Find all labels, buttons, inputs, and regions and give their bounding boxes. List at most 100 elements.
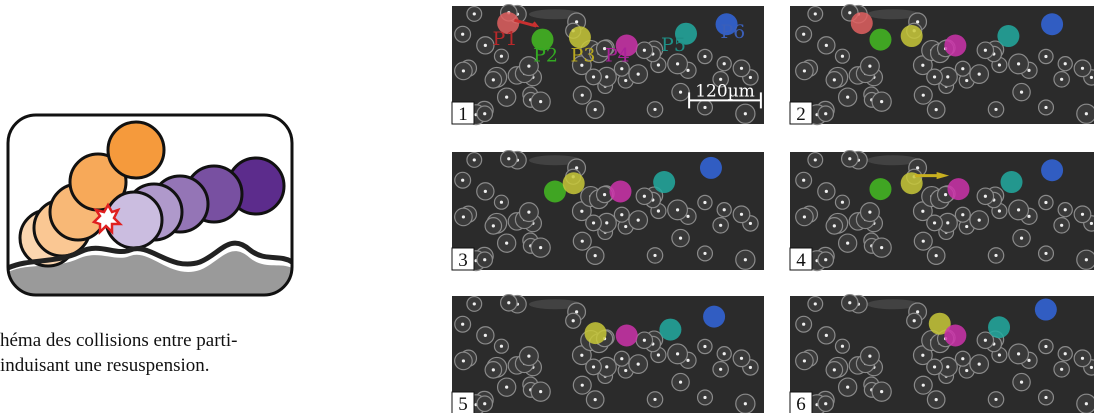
bead-highlight — [840, 200, 845, 204]
bead-highlight — [965, 368, 969, 373]
bead-highlight — [703, 105, 707, 110]
particle-p1 — [497, 12, 520, 35]
panel-number-box — [789, 391, 813, 413]
bead-highlight — [848, 11, 852, 15]
bead-highlight — [1063, 208, 1067, 212]
bead-highlight — [461, 322, 465, 326]
particle-p3 — [562, 172, 585, 195]
bead-highlight — [813, 302, 817, 306]
bead-highlight — [719, 77, 723, 81]
bead-highlight — [1063, 352, 1067, 356]
bead-highlight — [1044, 251, 1048, 256]
bead-highlight — [868, 210, 872, 214]
bead-highlight — [946, 365, 950, 369]
bead-highlight — [848, 301, 852, 305]
bead-highlight — [483, 189, 487, 193]
bead-highlight — [824, 258, 828, 262]
bead-highlight — [642, 48, 646, 52]
particle-p5 — [997, 25, 1020, 48]
bead-highlight — [1080, 66, 1085, 70]
bead-highlight — [997, 209, 1002, 213]
bead-highlight — [483, 258, 487, 262]
bead-highlight — [593, 398, 597, 402]
bead-highlight — [1080, 212, 1085, 216]
bead-highlight — [832, 224, 836, 228]
bead-highlight — [575, 166, 579, 170]
bead-highlight — [636, 362, 640, 366]
particle-label-p2: P2 — [533, 44, 558, 66]
bead-highlight — [483, 402, 487, 406]
bead-highlight — [1019, 236, 1024, 240]
motion-arrowhead — [936, 172, 950, 180]
bead-highlight — [1060, 367, 1064, 371]
bead-highlight — [997, 63, 1002, 67]
bead-highlight — [802, 69, 807, 73]
bead-highlight — [719, 223, 723, 227]
bead-highlight — [624, 368, 628, 373]
bead-highlight — [507, 301, 511, 305]
bead-highlight — [491, 368, 495, 372]
bead-highlight — [1089, 365, 1094, 370]
particle-p5 — [988, 316, 1011, 339]
bead-highlight — [880, 246, 884, 250]
particle-label-p5: P5 — [661, 34, 686, 56]
bead-highlight — [934, 254, 938, 258]
particle-p3 — [900, 172, 923, 195]
particle-label-p4: P4 — [605, 44, 630, 66]
bead-highlight — [505, 95, 509, 99]
bead-highlight — [932, 75, 937, 79]
panel-number-box — [451, 101, 475, 125]
particle-p5 — [653, 171, 676, 194]
bead-highlight — [921, 209, 925, 213]
bead-highlight — [593, 108, 597, 112]
bead-highlight — [994, 107, 998, 112]
bead-highlight — [802, 32, 806, 36]
scale-bar-label: 120µm — [695, 81, 755, 101]
bead-highlight — [624, 224, 628, 229]
bead-highlight — [527, 210, 531, 214]
bead-highlight — [580, 383, 584, 387]
schema-content — [8, 120, 292, 295]
bead-highlight — [580, 239, 584, 243]
particle-label-p1: P1 — [493, 28, 518, 50]
bead-highlight — [722, 62, 726, 66]
particle-p6 — [1041, 13, 1064, 36]
bead-highlight — [642, 338, 646, 342]
particle-p6 — [1041, 159, 1064, 182]
bead-highlight — [591, 75, 596, 79]
bead-highlight — [946, 75, 950, 79]
bead-highlight — [743, 112, 747, 116]
bead-highlight — [719, 367, 723, 371]
bead-highlight — [539, 100, 543, 104]
smear — [866, 155, 919, 166]
bead-highlight — [653, 107, 657, 112]
bead-highlight — [916, 20, 920, 24]
bead-highlight — [653, 253, 657, 258]
bead-highlight — [748, 221, 753, 226]
particle-p5 — [675, 22, 697, 45]
particle-p6 — [1034, 298, 1057, 321]
particle-p4 — [609, 180, 632, 203]
particle-p6 — [699, 156, 722, 179]
schema-balls — [18, 120, 286, 268]
bead-highlight — [813, 158, 817, 162]
bead-highlight — [591, 365, 596, 369]
panel-number-box — [451, 391, 475, 413]
bead-highlight — [994, 397, 998, 402]
frame-panel: P1 P2 P3 P4 P5 P6 120µm 1 — [451, 3, 764, 126]
bead-highlight — [656, 63, 661, 67]
collision-star — [91, 202, 124, 236]
bead-highlight — [461, 359, 466, 363]
bead-highlight — [983, 338, 987, 342]
collision-schema-diagram — [6, 113, 294, 297]
bead-highlight — [539, 246, 543, 250]
bead-highlight — [527, 64, 531, 68]
bead-highlight — [483, 333, 487, 337]
bead-highlight — [580, 353, 584, 357]
bead-highlight — [580, 209, 584, 213]
bead-highlight — [605, 221, 609, 225]
bead-highlight — [802, 359, 807, 363]
bead-highlight — [912, 319, 916, 323]
smear — [866, 9, 919, 20]
bead-highlight — [703, 251, 707, 256]
